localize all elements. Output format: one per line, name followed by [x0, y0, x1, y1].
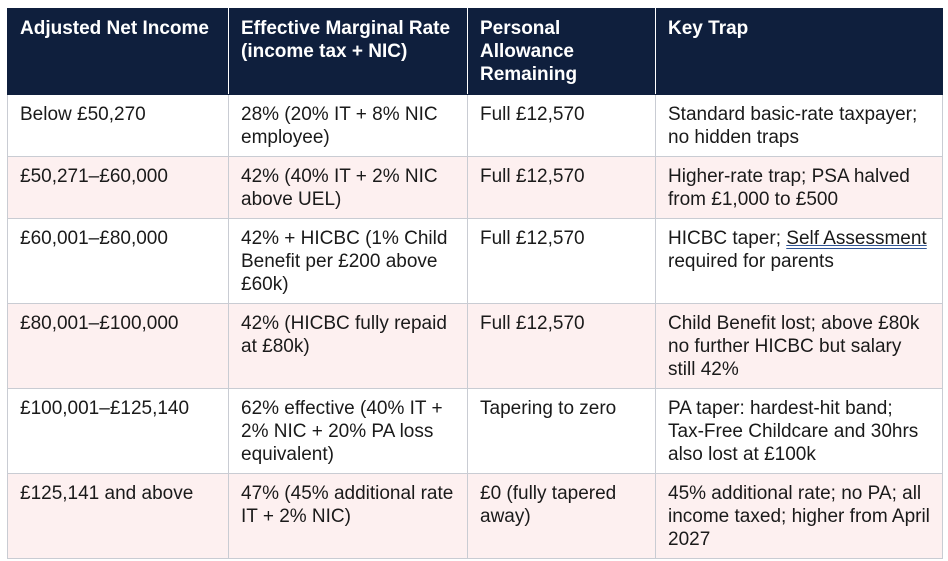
trap-text-before: HICBC taper;	[668, 228, 787, 249]
header-row: Adjusted Net Income Effective Marginal R…	[7, 8, 943, 95]
income-cell: £125,141 and above	[7, 473, 229, 559]
income-cell: £50,271–£60,000	[7, 156, 229, 219]
allowance-cell: Full £12,570	[467, 156, 656, 219]
allowance-cell: Full £12,570	[467, 303, 656, 389]
trap-cell: PA taper: hardest-hit band; Tax-Free Chi…	[655, 388, 943, 474]
header-effective-marginal-rate: Effective Marginal Rate (income tax + NI…	[228, 8, 468, 95]
table-row: £80,001–£100,000 42% (HICBC fully repaid…	[7, 303, 943, 389]
trap-cell: 45% additional rate; no PA; all income t…	[655, 473, 943, 559]
tax-bands-table: Adjusted Net Income Effective Marginal R…	[7, 8, 943, 559]
income-cell: Below £50,270	[7, 94, 229, 157]
trap-cell: Higher-rate trap; PSA halved from £1,000…	[655, 156, 943, 219]
income-cell: £60,001–£80,000	[7, 218, 229, 304]
table-row: £50,271–£60,000 42% (40% IT + 2% NIC abo…	[7, 156, 943, 219]
table-row: £100,001–£125,140 62% effective (40% IT …	[7, 388, 943, 474]
rate-cell: 42% + HICBC (1% Child Benefit per £200 a…	[228, 218, 468, 304]
table-row: £60,001–£80,000 42% + HICBC (1% Child Be…	[7, 218, 943, 304]
self-assessment-link[interactable]: Self Assessment	[786, 228, 927, 249]
rate-cell: 42% (40% IT + 2% NIC above UEL)	[228, 156, 468, 219]
trap-cell: Standard basic-rate taxpayer; no hidden …	[655, 94, 943, 157]
allowance-cell: £0 (fully tapered away)	[467, 473, 656, 559]
rate-cell: 28% (20% IT + 8% NIC employee)	[228, 94, 468, 157]
income-cell: £100,001–£125,140	[7, 388, 229, 474]
trap-cell: HICBC taper; Self Assessment required fo…	[655, 218, 943, 304]
rate-cell: 42% (HICBC fully repaid at £80k)	[228, 303, 468, 389]
allowance-cell: Full £12,570	[467, 94, 656, 157]
allowance-cell: Tapering to zero	[467, 388, 656, 474]
allowance-cell: Full £12,570	[467, 218, 656, 304]
header-key-trap: Key Trap	[655, 8, 943, 95]
trap-text-after: required for parents	[668, 251, 834, 272]
table-row: Below £50,270 28% (20% IT + 8% NIC emplo…	[7, 94, 943, 157]
header-personal-allowance: Personal Allowance Remaining	[467, 8, 656, 95]
rate-cell: 47% (45% additional rate IT + 2% NIC)	[228, 473, 468, 559]
rate-cell: 62% effective (40% IT + 2% NIC + 20% PA …	[228, 388, 468, 474]
header-adjusted-net-income: Adjusted Net Income	[7, 8, 229, 95]
trap-cell: Child Benefit lost; above £80k no furthe…	[655, 303, 943, 389]
table-row: £125,141 and above 47% (45% additional r…	[7, 473, 943, 559]
income-cell: £80,001–£100,000	[7, 303, 229, 389]
